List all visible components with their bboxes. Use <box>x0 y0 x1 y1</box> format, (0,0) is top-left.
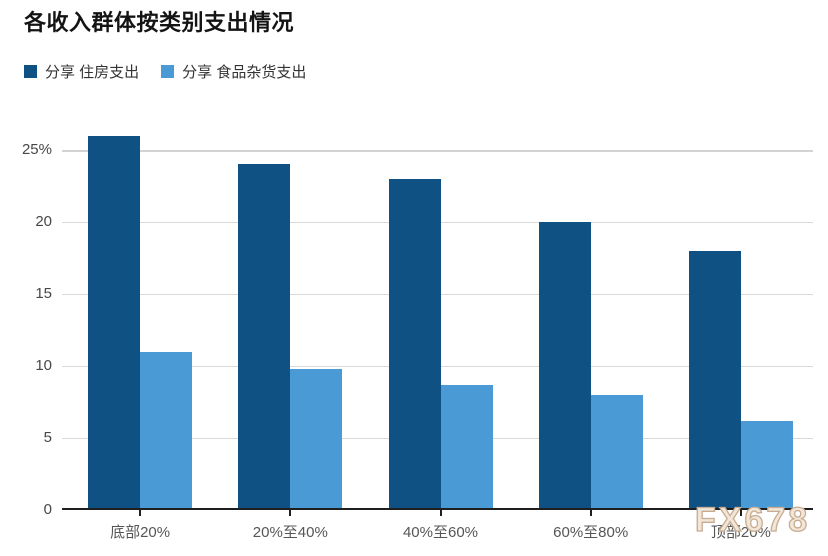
bar-housing <box>88 135 141 510</box>
x-axis-tick <box>139 510 142 516</box>
legend-swatch-housing <box>24 65 37 78</box>
plot-area <box>62 120 813 510</box>
y-axis-tick-label: 5 <box>43 429 52 446</box>
gridline <box>62 150 813 152</box>
x-axis-tick <box>589 510 592 516</box>
bar-housing <box>688 250 741 510</box>
y-axis-tick-label: 20 <box>35 213 52 230</box>
chart-title: 各收入群体按类别支出情况 <box>24 10 295 35</box>
x-axis-label: 40%至60% <box>402 524 479 541</box>
x-axis-line <box>62 508 813 510</box>
legend-label-groceries: 分享 食品杂货支出 <box>182 64 307 81</box>
y-axis-tick-label: 15 <box>35 285 52 302</box>
bar-groceries <box>140 351 193 510</box>
bar-housing <box>388 178 441 510</box>
x-axis-tick <box>439 510 442 516</box>
watermark: FX678 <box>694 500 811 539</box>
x-axis-label: 60%至80% <box>553 524 629 541</box>
x-axis-label: 底部20% <box>110 524 171 541</box>
y-axis-tick-label: 0 <box>43 501 52 518</box>
bar-housing <box>238 164 291 510</box>
x-axis-tick <box>289 510 292 516</box>
bar-groceries <box>590 394 643 510</box>
bar-groceries <box>290 368 343 510</box>
bar-groceries <box>740 420 793 510</box>
legend-item-housing: 分享 住房支出 <box>24 61 139 82</box>
legend-item-groceries: 分享 食品杂货支出 <box>161 61 306 82</box>
legend-label-housing: 分享 住房支出 <box>45 64 140 81</box>
x-axis-tick <box>739 510 742 516</box>
bar-housing <box>538 222 591 510</box>
legend-swatch-groceries <box>161 65 175 78</box>
legend: 分享 住房支出 分享 食品杂货支出 <box>24 61 306 82</box>
x-axis-label: 顶部20% <box>710 524 771 541</box>
y-axis-tick-label: 25% <box>21 141 52 158</box>
x-axis-label: 20%至40% <box>252 524 328 541</box>
bar-groceries <box>440 384 493 510</box>
y-axis-tick-label: 10 <box>35 357 52 374</box>
